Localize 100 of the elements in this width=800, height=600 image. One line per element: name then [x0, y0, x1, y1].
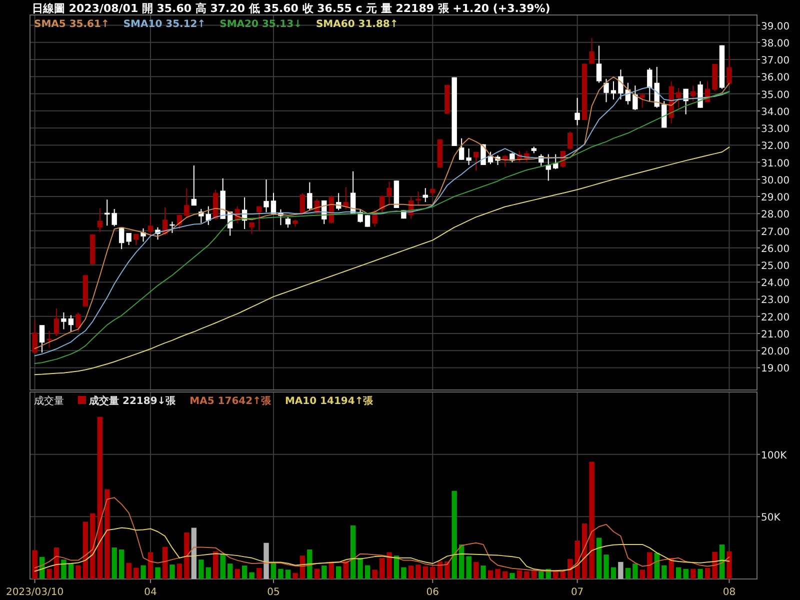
bar — [618, 562, 624, 579]
candlestick — [264, 179, 269, 213]
candlestick — [589, 38, 594, 64]
y-tick-label: 28.00 — [761, 210, 790, 221]
bar — [140, 565, 146, 579]
candlestick — [68, 314, 74, 332]
bar — [704, 568, 710, 579]
candlestick — [76, 312, 81, 332]
candlestick — [307, 182, 312, 211]
text: SMA60 31.88↑ — [316, 19, 398, 30]
bar — [726, 551, 732, 579]
candlestick — [610, 80, 616, 100]
bar — [184, 532, 190, 579]
candlestick — [379, 194, 385, 214]
candlestick — [54, 308, 60, 336]
bar — [97, 416, 102, 579]
text: MA5 17642↑張 — [190, 395, 272, 407]
bar — [524, 571, 530, 579]
bar — [68, 564, 74, 579]
y-tick-label: 30.00 — [761, 175, 790, 186]
bar — [285, 570, 291, 579]
bar — [358, 558, 363, 579]
x-tick-label: 05 — [267, 587, 280, 598]
line-series — [34, 527, 730, 572]
candlestick — [690, 85, 696, 102]
candlestick — [364, 214, 370, 228]
bar — [647, 552, 652, 579]
y-tick-label: 31.00 — [761, 158, 790, 170]
bar — [278, 568, 284, 579]
bar — [162, 546, 168, 579]
candlestick — [256, 206, 262, 232]
bar — [292, 573, 298, 579]
x-tick-label: 2023/03/10 — [6, 587, 64, 598]
bar — [719, 544, 725, 579]
bar — [242, 566, 248, 579]
candlestick — [270, 192, 276, 214]
bar — [372, 570, 378, 579]
y-tick-label: 32.00 — [761, 141, 790, 152]
text: MA10 14194↑張 — [284, 395, 374, 407]
bar — [133, 568, 139, 579]
bar — [90, 513, 96, 579]
bar — [574, 540, 580, 579]
bar — [82, 522, 88, 579]
bar — [328, 562, 334, 579]
y-tick-label: 27.00 — [761, 226, 790, 238]
bar — [350, 525, 356, 579]
candlestick — [97, 208, 102, 233]
candlestick — [118, 226, 124, 250]
candlestick — [184, 188, 190, 218]
bar — [220, 554, 226, 579]
candlestick — [567, 130, 573, 150]
bar — [198, 560, 204, 579]
x-tick-label: 07 — [570, 587, 584, 598]
bar — [206, 567, 211, 579]
candlestick — [546, 154, 551, 182]
bar — [227, 564, 233, 579]
bar — [401, 567, 406, 579]
legend-label: 成交量 22189↓張 — [88, 395, 177, 407]
candlestick — [604, 78, 609, 103]
chart-title: 日線圖 2023/08/01 開 35.60 高 37.20 低 35.60 收 36.55 c 元 量 22189 張 +1.20 (+3.39%) — [32, 2, 550, 15]
bar — [343, 560, 348, 579]
candlestick — [647, 67, 652, 102]
bar — [170, 564, 175, 579]
bar — [610, 567, 616, 579]
x-tick-label: 08 — [722, 587, 736, 598]
candlestick — [473, 151, 479, 172]
candlestick — [416, 190, 421, 206]
bar — [698, 568, 703, 579]
y-tick-label: 39.00 — [761, 21, 790, 32]
bar — [264, 542, 269, 579]
candlestick — [632, 85, 638, 111]
bar — [596, 538, 602, 579]
bar — [604, 554, 609, 579]
bar — [249, 572, 254, 579]
bar — [473, 562, 479, 579]
y-tick-label: 38.00 — [761, 38, 790, 50]
bar — [61, 560, 66, 579]
bar — [510, 573, 515, 579]
bar — [155, 567, 160, 579]
candlestick — [386, 181, 392, 204]
bar — [538, 571, 544, 579]
candlestick — [726, 56, 732, 84]
bar — [712, 552, 718, 579]
candlestick — [32, 320, 38, 355]
bar — [307, 549, 312, 579]
bar — [632, 564, 638, 579]
bar — [502, 571, 508, 579]
line-series — [34, 497, 730, 572]
bar — [690, 568, 696, 579]
bar — [126, 562, 132, 579]
y-tick-label: 24.00 — [761, 278, 790, 290]
bar — [662, 565, 667, 579]
bar — [191, 528, 197, 579]
bar — [589, 462, 594, 579]
bar — [213, 551, 218, 579]
candlestick — [46, 330, 52, 348]
y-tick-label: 50K — [761, 512, 781, 524]
x-tick-label: 04 — [144, 587, 157, 598]
y-tick-label: 29.00 — [761, 192, 790, 204]
candlestick — [343, 186, 348, 210]
